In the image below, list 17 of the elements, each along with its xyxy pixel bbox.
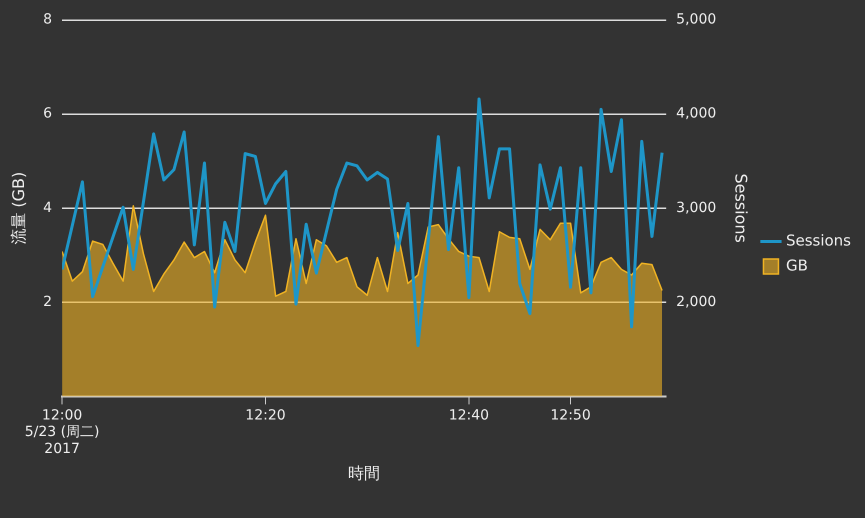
y-tick-label: 4 (43, 200, 52, 216)
y-tick-label: 2 (43, 294, 52, 310)
x-tick-label: 12:50 (550, 407, 591, 424)
y-axis-title: 流量 (GB) (8, 172, 28, 245)
y2-tick-label: 5,000 (676, 12, 716, 28)
y2-tick-label: 3,000 (676, 200, 716, 216)
y-tick-label: 8 (43, 12, 52, 28)
y2-tick-label: 4,000 (676, 106, 716, 122)
legend-label: Sessions (786, 231, 852, 250)
x-tick-label: 12:20 (245, 407, 286, 424)
y2-tick-label: 2,000 (676, 294, 716, 310)
x-tick-label: 12:40 (448, 407, 490, 424)
x-axis-title: 時間 (348, 464, 380, 483)
x-tick-label: 12:00 5/23 (周二) 2017 (24, 407, 100, 458)
y-tick-label: 6 (43, 106, 52, 122)
legend-label: GB (786, 256, 808, 274)
y2-axis-title: Sessions (732, 174, 751, 243)
